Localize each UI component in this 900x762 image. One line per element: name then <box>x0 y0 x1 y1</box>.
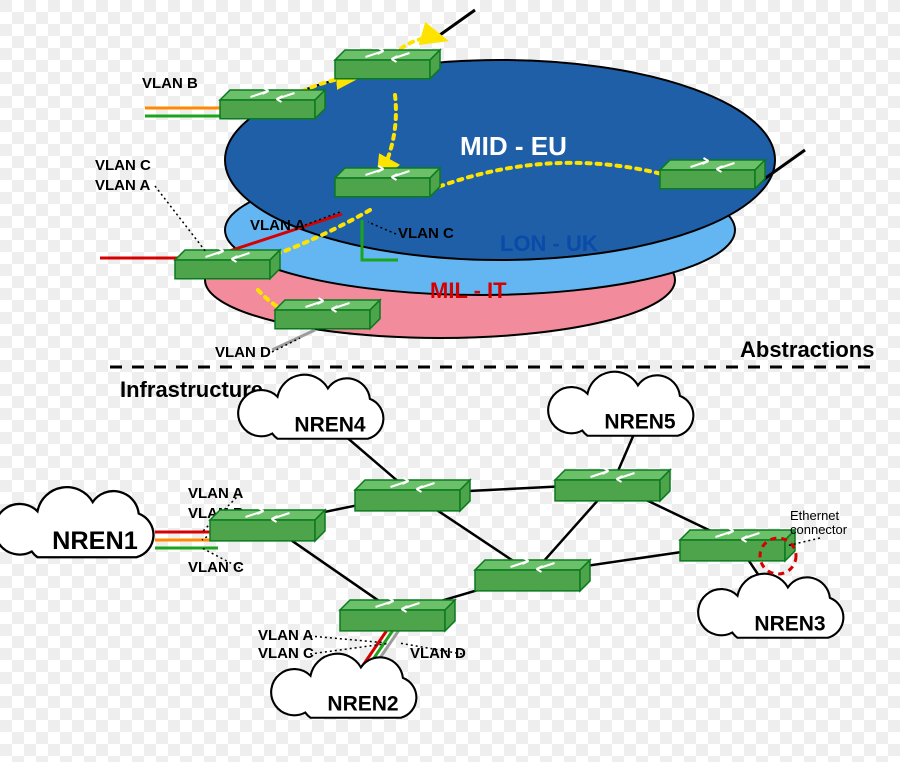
bottom-s3 <box>355 478 470 511</box>
bottom-s5 <box>555 468 670 501</box>
cloud-label: NREN1 <box>52 527 138 555</box>
vlan-label: VLAN C <box>188 559 244 576</box>
vlan-label: VLAN B <box>142 75 198 92</box>
layer-label-lon: LON - UK <box>500 231 598 256</box>
layer-label-mil: MIL - IT <box>430 278 507 303</box>
top-ts5 <box>175 248 280 279</box>
top-ts2 <box>335 48 440 79</box>
layer-label-mid: MID - EU <box>460 131 567 161</box>
cloud-label: NREN3 <box>754 612 825 635</box>
top-ts1 <box>220 88 325 119</box>
network-diagram: MID - EULON - UKMIL - ITVLAN BVLAN CVLAN… <box>0 0 900 762</box>
infrastructure-label: Infrastructure <box>120 377 263 402</box>
abstractions-label: Abstractions <box>740 337 874 362</box>
cloud-label: NREN2 <box>327 692 398 715</box>
top-ts3 <box>335 166 440 197</box>
vlan-label: VLAN A <box>95 177 150 194</box>
bottom-s6 <box>680 528 795 561</box>
cloud-label: NREN4 <box>294 413 366 436</box>
vlan-label: VLAN A <box>188 485 243 502</box>
bottom-s2 <box>340 598 455 631</box>
top-ts4 <box>660 158 765 189</box>
vlan-label: VLAN C <box>398 225 454 242</box>
vlan-label: VLAN D <box>410 645 466 662</box>
vlan-label: VLAN A <box>250 217 305 234</box>
vlan-label: VLAN C <box>95 157 151 174</box>
bottom-s1 <box>210 508 325 541</box>
vlan-label: VLAN C <box>258 645 314 662</box>
vlan-label: VLAN A <box>258 627 313 644</box>
top-ts6 <box>275 298 380 329</box>
cloud-label: NREN5 <box>604 410 676 433</box>
ethernet-label2: connector <box>790 522 848 537</box>
vlan-label: VLAN D <box>215 344 271 361</box>
bottom-s4 <box>475 558 590 591</box>
ethernet-label: Ethernet <box>790 508 840 523</box>
